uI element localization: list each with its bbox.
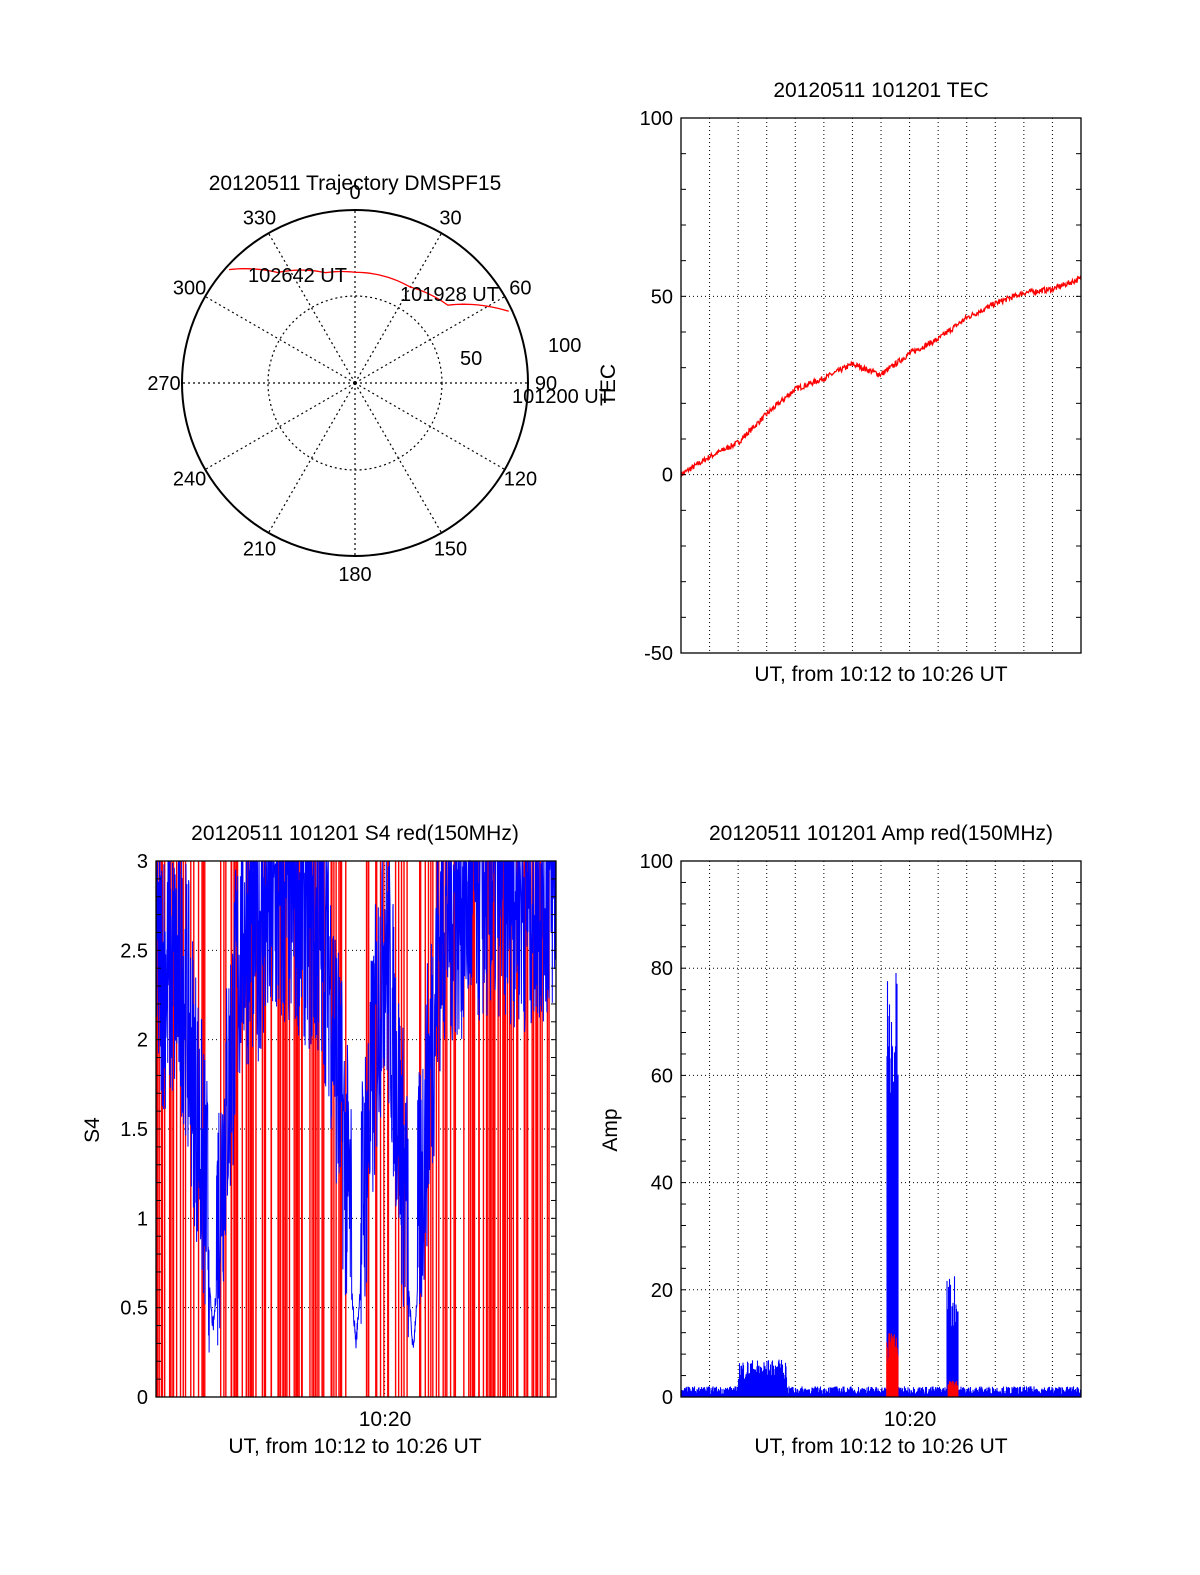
amp-ylabel: Amp — [599, 1108, 622, 1151]
tec-y-ticks: -50 0 50 100 — [640, 108, 1081, 665]
polar-angle-label: 120 — [504, 469, 537, 491]
s4-blue-series — [155, 859, 556, 1353]
polar-angle-label: 330 — [243, 208, 276, 230]
s4-xtick-1020: 10:20 — [359, 1408, 412, 1431]
polar-spoke — [204, 295, 356, 384]
polar-spoke — [204, 382, 356, 471]
y-tick-label: 40 — [651, 1173, 673, 1195]
amp-xlabel: UT, from 10:12 to 10:26 UT — [754, 1435, 1007, 1458]
y-tick-label: 20 — [651, 1280, 673, 1302]
amp-y-ticks: 0 20 40 60 80 100 — [640, 851, 1081, 1409]
trajectory-panel: 20120511 Trajectory DMSPF15 0 30 60 90 120 15… — [147, 172, 611, 586]
amp-plot-frame — [680, 860, 1082, 1398]
y-tick-label: 100 — [640, 851, 673, 873]
trajectory-title: 20120511 Trajectory DMSPF15 — [209, 172, 502, 195]
s4-ylabel: S4 — [81, 1117, 104, 1143]
y-tick-label: 60 — [651, 1065, 673, 1087]
tec-series-line — [680, 274, 1082, 478]
polar-angle-labels: 0 30 60 90 120 150 180 210 240 270 300 330 — [147, 182, 557, 586]
radial-tick-100: 100 — [548, 335, 581, 357]
y-tick-label: 1.5 — [120, 1119, 148, 1141]
polar-angle-label: 60 — [509, 278, 531, 300]
amp-grid — [681, 861, 1081, 1397]
y-tick-label: -50 — [644, 643, 673, 665]
polar-angle-label: 30 — [439, 208, 461, 230]
polar-angle-label: 210 — [243, 538, 276, 560]
y-tick-label: 0 — [662, 1387, 673, 1409]
polar-angle-label: 180 — [338, 564, 371, 586]
y-tick-label: 0 — [662, 465, 673, 487]
amp-red-series — [886, 1333, 959, 1397]
tec-xlabel: UT, from 10:12 to 10:26 UT — [754, 663, 1007, 686]
polar-angle-label: 0 — [349, 182, 360, 204]
amp-xtick-1020: 10:20 — [884, 1408, 937, 1431]
s4-y-ticks: 0 0.5 1 1.5 2 2.5 3 — [120, 851, 556, 1409]
y-tick-label: 100 — [640, 108, 673, 130]
s4-panel: 20120511 101201 S4 red(150MHz) 0 0.5 1 1.5 2… — [81, 822, 557, 1458]
polar-spoke — [354, 232, 443, 384]
y-tick-label: 3 — [137, 851, 148, 873]
tec-plot-frame — [680, 117, 1082, 654]
tec-grid — [681, 118, 1081, 653]
tec-title: 20120511 101201 TEC — [773, 79, 988, 102]
polar-grid — [182, 210, 528, 556]
s4-title: 20120511 101201 S4 red(150MHz) — [191, 822, 519, 845]
y-tick-label: 80 — [651, 958, 673, 980]
y-tick-label: 2 — [137, 1030, 148, 1052]
y-tick-label: 2.5 — [120, 940, 148, 962]
s4-xlabel: UT, from 10:12 to 10:26 UT — [228, 1435, 481, 1458]
polar-outer-circle — [181, 209, 529, 557]
trajectory-label-end: 102642 UT — [248, 265, 347, 287]
amp-title: 20120511 101201 Amp red(150MHz) — [709, 822, 1053, 845]
polar-angle-label: 270 — [147, 373, 180, 395]
y-tick-label: 0 — [137, 1387, 148, 1409]
polar-angle-label: 90 — [535, 373, 557, 395]
tec-panel: 20120511 101201 TEC -50 0 50 100 TEC UT, fr… — [597, 79, 1082, 686]
polar-angle-label: 240 — [173, 469, 206, 491]
radial-tick-50: 50 — [460, 348, 482, 370]
polar-angle-label: 300 — [173, 278, 206, 300]
y-tick-label: 1 — [137, 1208, 148, 1230]
trajectory-line — [228, 268, 509, 312]
trajectory-label-start: 101200 UT — [512, 386, 611, 408]
amp-blue-series — [680, 973, 1082, 1397]
polar-angle-label: 150 — [434, 538, 467, 560]
y-tick-label: 0.5 — [120, 1298, 148, 1320]
tec-ylabel: TEC — [597, 364, 620, 406]
polar-spoke — [267, 232, 356, 384]
polar-inner-circle — [267, 295, 443, 471]
amp-panel: 20120511 101201 Amp red(150MHz) 0 20 40 60 8… — [599, 822, 1082, 1458]
trajectory-label-mid: 101928 UT — [400, 284, 499, 306]
s4-grid — [156, 861, 556, 1397]
y-tick-label: 50 — [651, 286, 673, 308]
